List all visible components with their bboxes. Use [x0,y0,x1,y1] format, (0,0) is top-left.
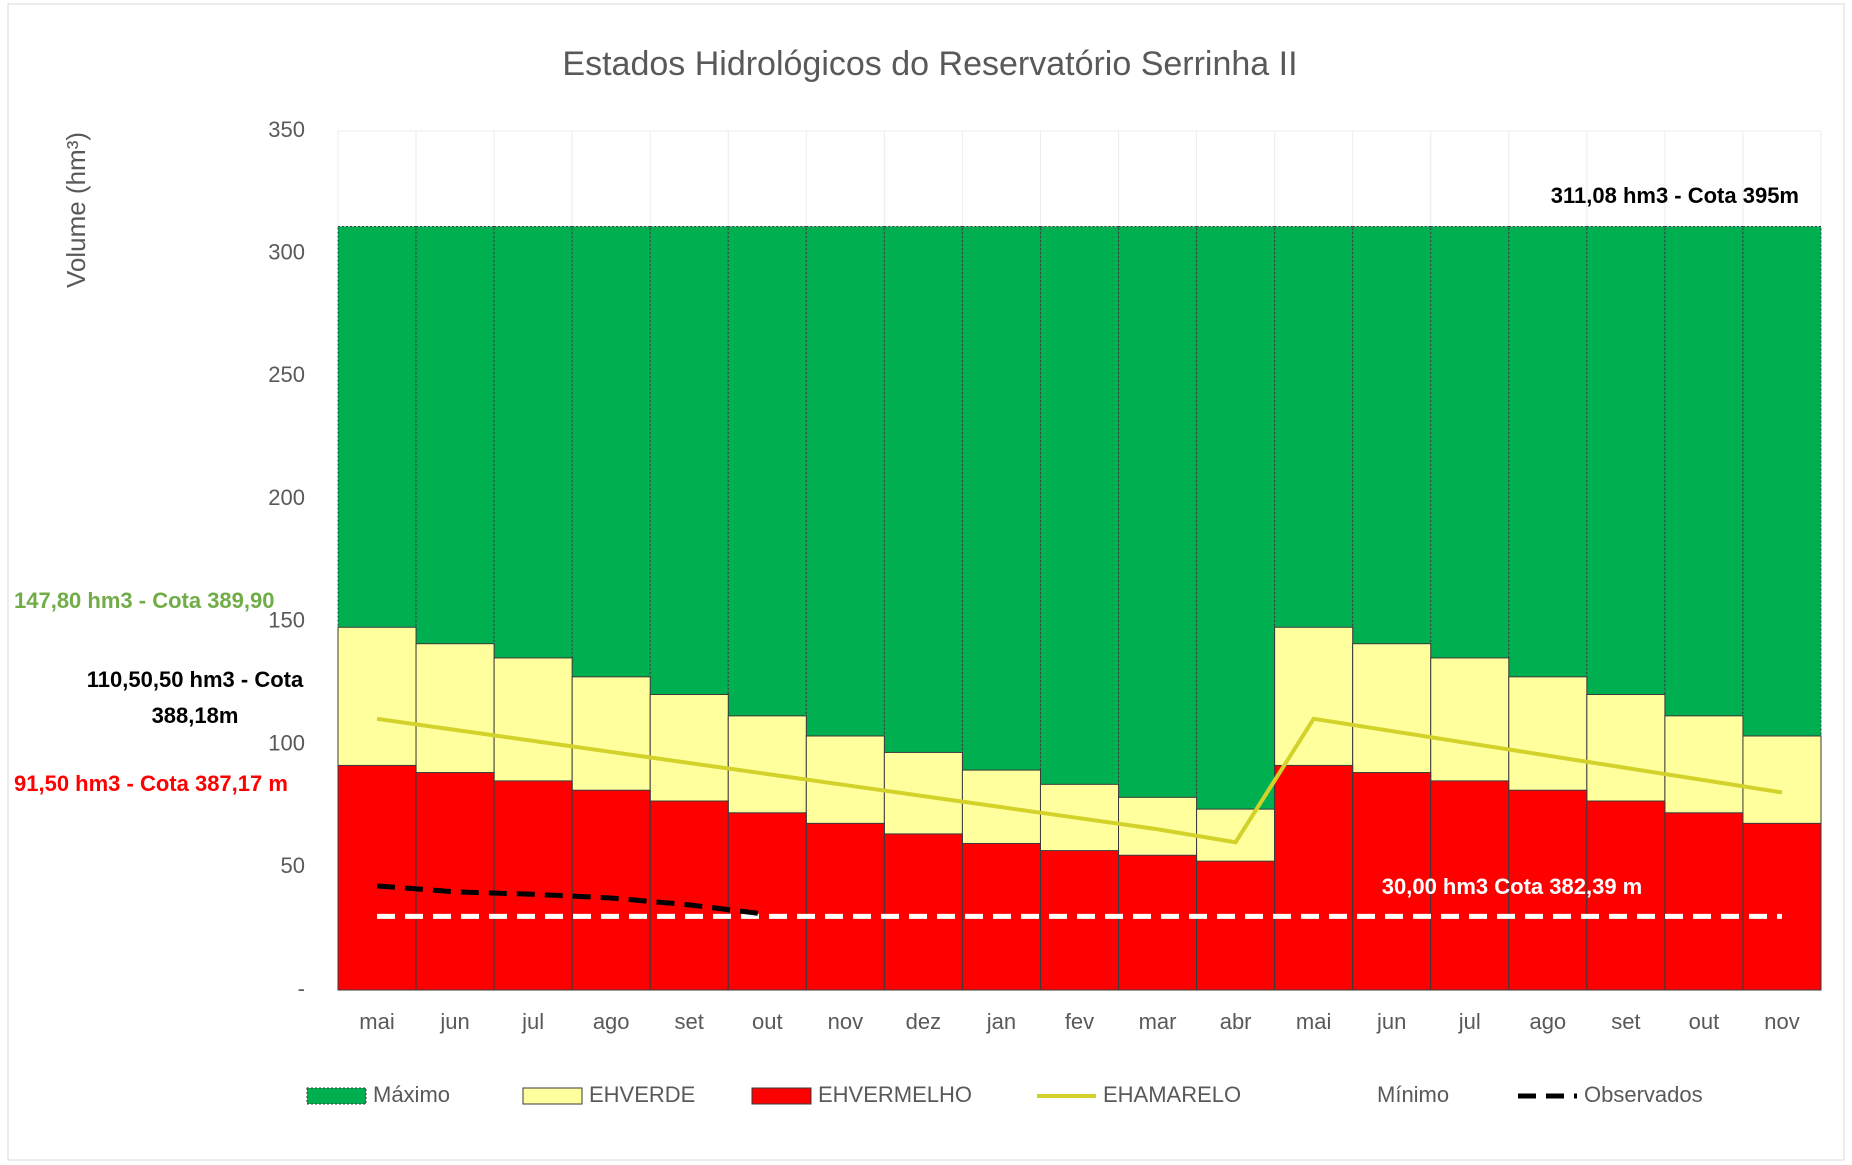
y-tick-label: 100 [268,730,305,755]
x-tick-label: jun [439,1009,469,1034]
y-tick-label: 50 [281,853,305,878]
bar [649,800,729,991]
x-tick-label: out [1689,1009,1720,1034]
x-tick-label: mai [359,1009,394,1034]
bar [1274,764,1354,991]
bar [727,812,807,991]
x-tick-label: ago [593,1009,630,1034]
x-tick-label: dez [906,1009,941,1034]
x-tick-label: mar [1139,1009,1177,1034]
y-tick-label: 250 [268,362,305,387]
legend-swatch [306,1087,367,1105]
x-tick-label: jul [1458,1009,1481,1034]
bar [415,772,495,991]
bar [571,789,651,991]
bar [493,780,573,991]
x-tick-label: set [675,1009,704,1034]
legend-label: Observados [1584,1082,1703,1107]
x-tick-label: jun [1376,1009,1406,1034]
bar [1586,800,1666,991]
x-tick-label: jul [521,1009,544,1034]
legend-label: EHAMARELO [1103,1082,1241,1107]
y-tick-label: 200 [268,485,305,510]
annotation: 311,08 hm3 - Cota 395m [1551,183,1799,208]
annotation: 91,50 hm3 - Cota 387,17 m [14,771,288,796]
annotation: 110,50,50 hm3 - Cota [87,667,304,692]
y-tick-label: 150 [268,608,305,633]
bar [337,764,417,991]
x-tick-label: out [752,1009,783,1034]
legend-label: EHVERDE [589,1082,695,1107]
legend-swatch [751,1087,812,1105]
annotation: 388,18m [152,703,239,728]
x-tick-label: abr [1220,1009,1252,1034]
line [376,716,1783,845]
annotation: 147,80 hm3 - Cota 389,90 [14,588,274,613]
bar [1664,812,1744,991]
y-tick-label: - [298,976,305,1001]
y-tick-label: 300 [268,240,305,265]
legend-label: Mínimo [1377,1082,1449,1107]
annotation: 30,00 hm3 Cota 382,39 m [1382,874,1642,899]
x-tick-label: jan [986,1009,1016,1034]
x-tick-label: fev [1065,1009,1094,1034]
x-tick-label: nov [828,1009,863,1034]
bar [1742,822,1822,991]
dashed-line [376,883,768,917]
x-tick-label: ago [1529,1009,1566,1034]
x-tick-label: nov [1764,1009,1799,1034]
bar [1508,789,1588,991]
chart-title: Estados Hidrológicos do Reservatório Ser… [562,45,1297,83]
x-tick-label: mai [1296,1009,1331,1034]
y-axis-label: Volume (hm³) [61,132,91,288]
bar [1352,772,1432,991]
y-tick-label: 350 [268,117,305,142]
x-tick-label: set [1611,1009,1640,1034]
bar [805,822,885,991]
legend-swatch [522,1087,583,1105]
bar [1118,854,1198,991]
bar [1039,850,1120,991]
bar [1196,860,1276,991]
bar [883,833,963,991]
legend-label: EHVERMELHO [818,1082,972,1107]
legend-label: Máximo [373,1082,450,1107]
